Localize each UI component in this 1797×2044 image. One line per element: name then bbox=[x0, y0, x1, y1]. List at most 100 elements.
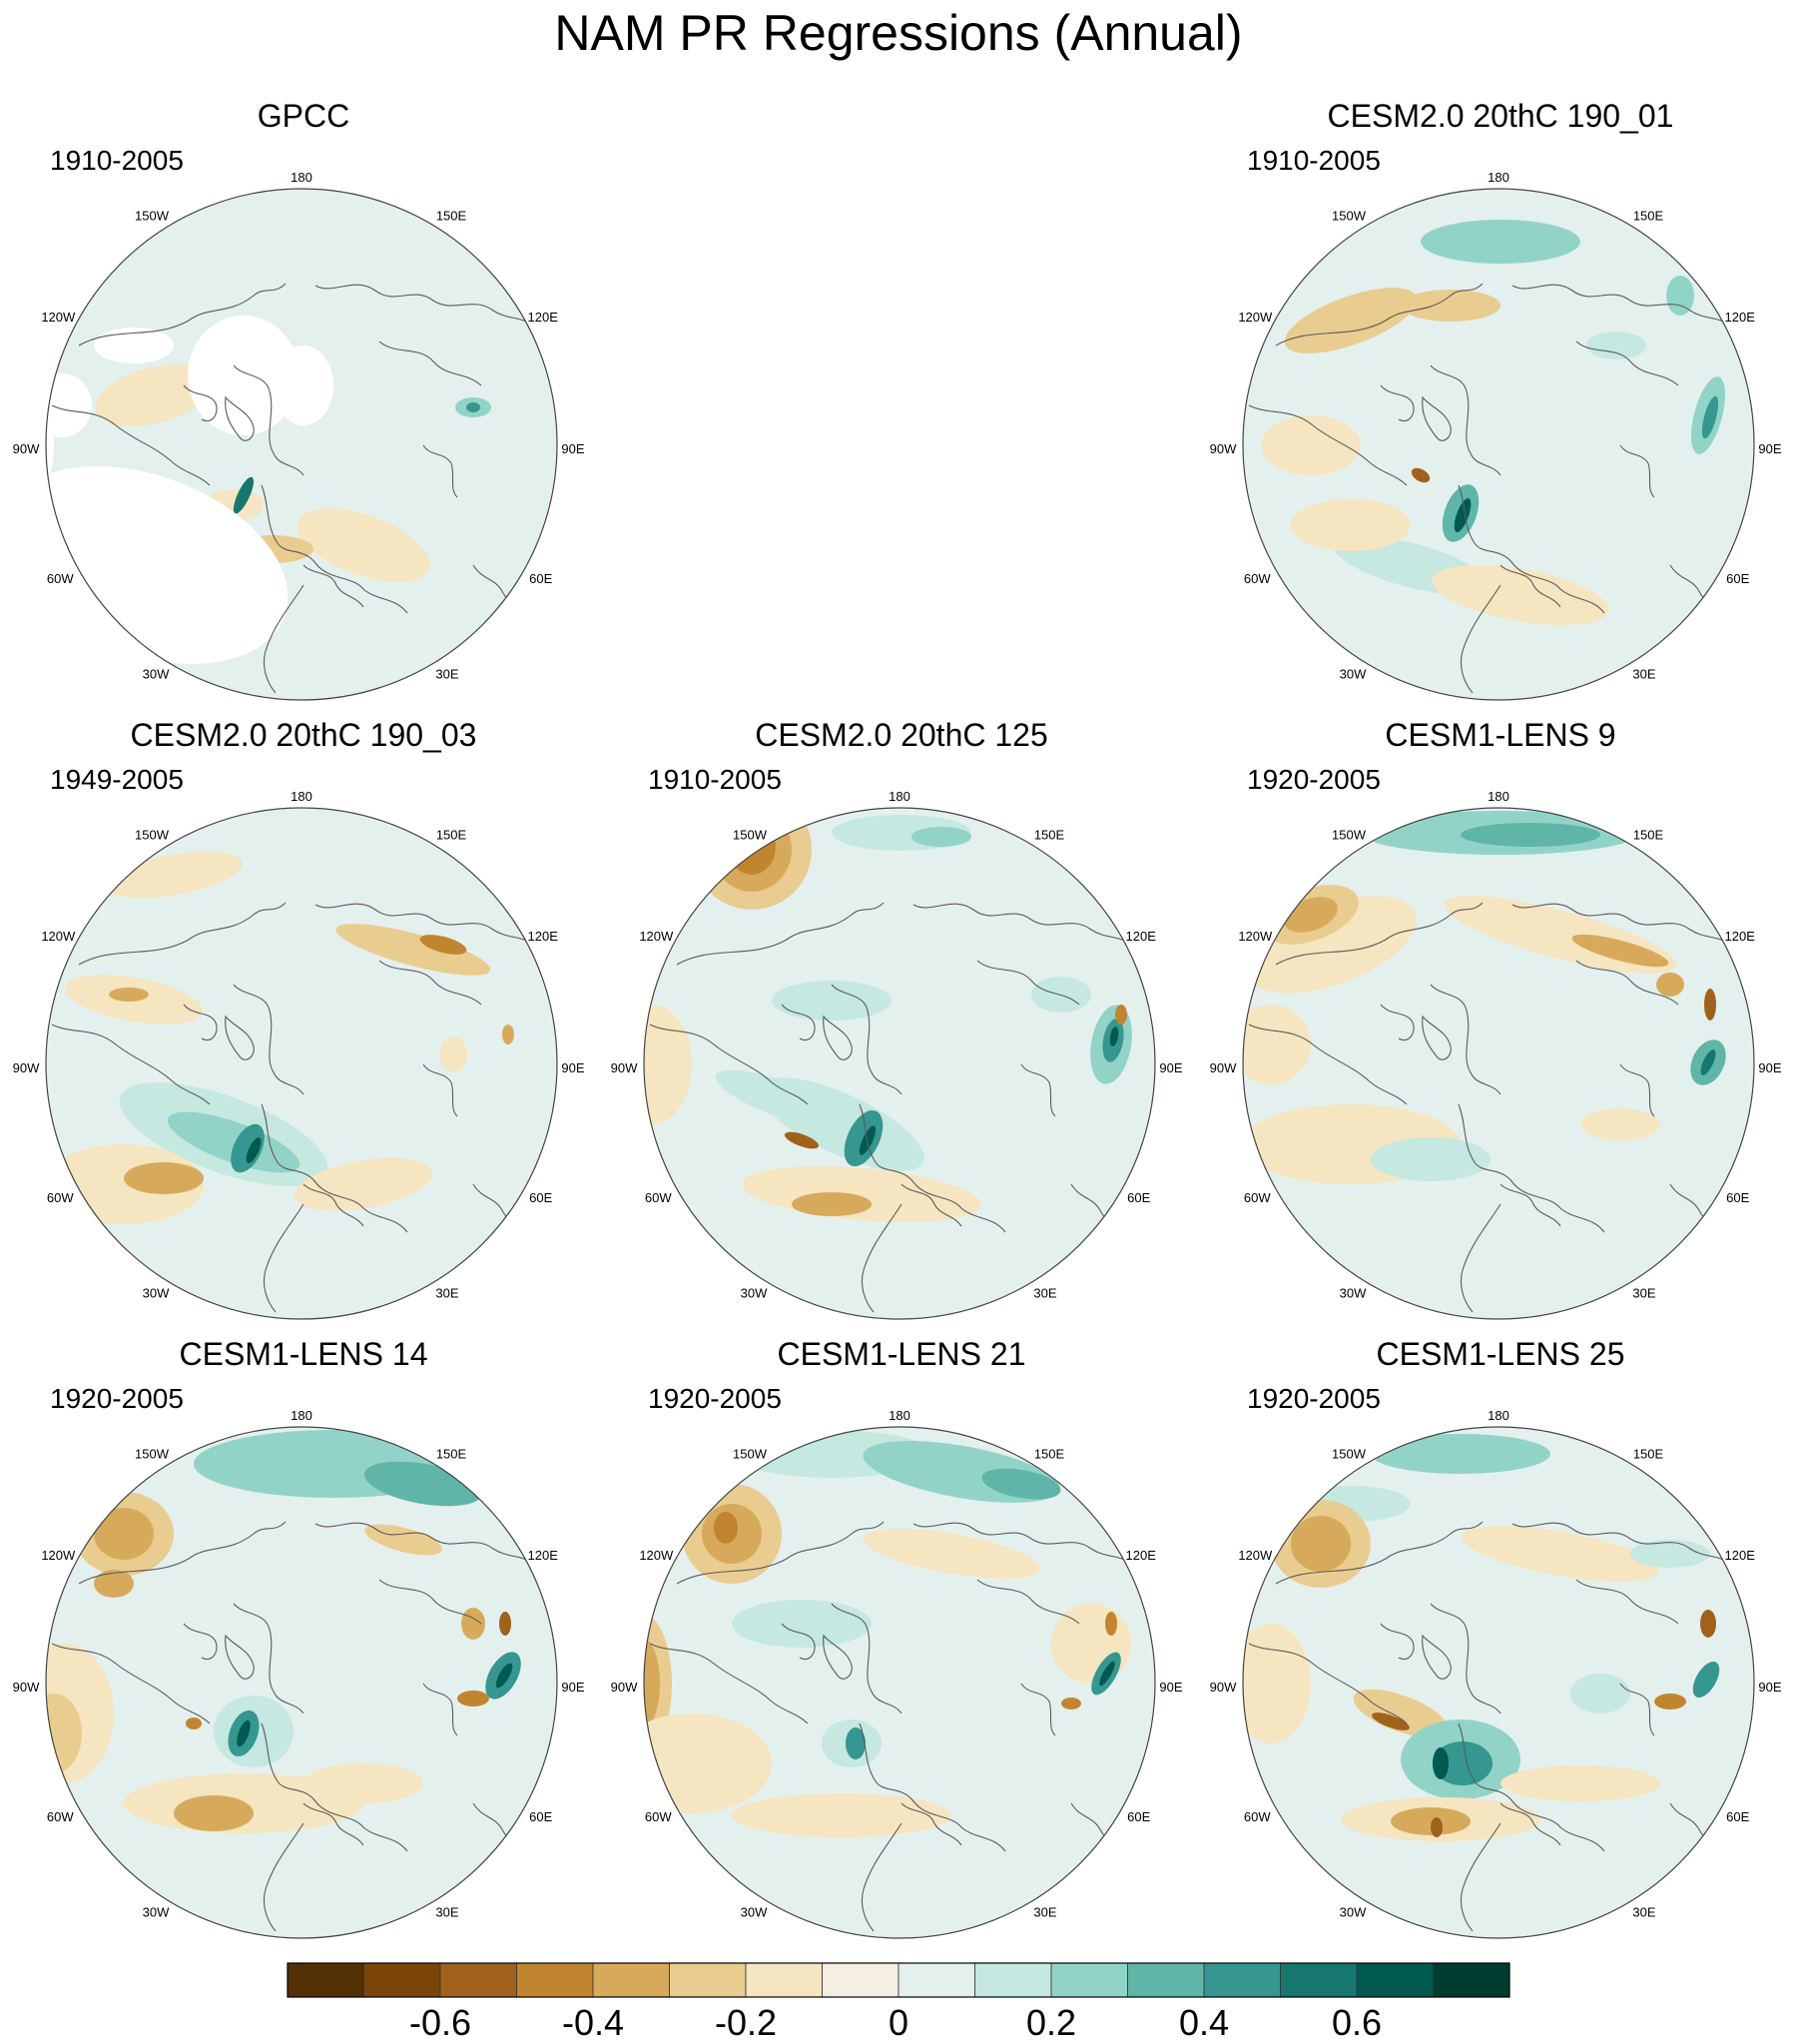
anomaly-contour bbox=[1701, 395, 1719, 439]
longitude-label: 0 bbox=[298, 1951, 304, 1953]
coastline bbox=[261, 484, 408, 614]
coastline bbox=[51, 1023, 211, 1105]
anomaly-contour bbox=[1105, 1612, 1117, 1636]
anomaly-contour bbox=[237, 1719, 251, 1747]
anomaly-contour bbox=[186, 1717, 202, 1729]
longitude-label: 150E bbox=[1633, 208, 1664, 223]
coastline bbox=[1575, 1579, 1679, 1625]
panel-title: GPCC bbox=[257, 98, 350, 134]
anomaly-contour bbox=[1570, 1674, 1630, 1713]
anomaly-contour bbox=[1421, 220, 1580, 264]
longitude-label: 120E bbox=[1126, 929, 1157, 944]
longitude-label: 150E bbox=[1034, 827, 1065, 842]
longitude-label: 150E bbox=[436, 208, 467, 223]
colorbar-swatch bbox=[363, 1962, 441, 1998]
longitude-label: 150W bbox=[733, 827, 768, 842]
coastline bbox=[831, 984, 902, 1095]
coastline bbox=[1422, 395, 1452, 441]
anomaly-contour bbox=[644, 1005, 692, 1124]
longitude-label: 90W bbox=[13, 1680, 40, 1695]
longitude-label: 90E bbox=[1758, 1060, 1781, 1075]
panel-period: 1949-2005 bbox=[50, 764, 184, 795]
anomaly-contour bbox=[364, 1524, 442, 1556]
colorbar-swatch bbox=[1280, 1962, 1358, 1998]
anomaly-contour bbox=[423, 1110, 503, 1138]
anomaly-contour bbox=[461, 1608, 485, 1640]
coastline bbox=[1275, 1521, 1484, 1585]
longitude-label: 60E bbox=[1127, 1809, 1150, 1824]
coastline bbox=[859, 1722, 1006, 1852]
coastline bbox=[422, 444, 458, 498]
longitude-label: 30W bbox=[741, 1905, 768, 1920]
coastline bbox=[781, 1623, 816, 1660]
longitude-label: 60W bbox=[645, 1809, 672, 1824]
anomaly-contour bbox=[1371, 1434, 1550, 1474]
anomaly-contour bbox=[109, 988, 149, 1002]
coastline bbox=[314, 903, 536, 948]
anomaly-contour bbox=[1586, 332, 1646, 359]
longitude-label: 150W bbox=[135, 827, 170, 842]
longitude-label: 180 bbox=[1488, 170, 1509, 185]
panel-lens-9: CESM1-LENS 9 1920-2005 180 150E 120E 90E 60E… bbox=[1201, 715, 1797, 1334]
coastline bbox=[1275, 283, 1484, 346]
coastlines bbox=[1248, 283, 1733, 694]
longitude-label: 0 bbox=[1495, 1332, 1501, 1334]
longitude-label: 180 bbox=[291, 1408, 312, 1423]
coastline bbox=[183, 1004, 218, 1040]
anomaly-contour bbox=[466, 402, 480, 412]
map-border bbox=[45, 188, 558, 701]
anomaly-contour bbox=[1462, 1526, 1659, 1582]
longitude-label: 0 bbox=[298, 1332, 304, 1334]
longitude-label: 90E bbox=[1159, 1060, 1182, 1075]
anomaly-contour bbox=[1109, 1026, 1119, 1046]
anomaly-contour bbox=[1700, 1049, 1716, 1075]
anomaly-contour bbox=[1115, 1005, 1127, 1024]
colorbar-swatch bbox=[669, 1962, 747, 1998]
anomaly-contour bbox=[1291, 1516, 1351, 1572]
polar-map: 180 150E 120E 90E 60E 30E 0 30W 60W 90W 120W 150W bbox=[1210, 170, 1782, 715]
coastline bbox=[1499, 564, 1561, 608]
coastlines bbox=[51, 283, 536, 694]
longitude-label: 120E bbox=[528, 310, 559, 325]
anomaly-contour bbox=[1261, 415, 1361, 475]
anomaly-contour bbox=[1461, 823, 1600, 847]
anomaly-contour bbox=[1630, 1540, 1710, 1568]
panel-lens-14: CESM1-LENS 14 1920-2005 180 150E 120E 90E 60… bbox=[4, 1334, 603, 1953]
anomaly-contour bbox=[1291, 499, 1411, 551]
anomaly-contour bbox=[495, 1663, 513, 1689]
anomaly-contour bbox=[644, 1638, 660, 1729]
coastline bbox=[233, 984, 304, 1095]
anomaly-contour bbox=[1656, 973, 1684, 997]
longitude-label: 180 bbox=[1488, 789, 1509, 804]
colorbar-tick-label: 0.6 bbox=[1332, 2002, 1382, 2041]
anomaly-contour bbox=[732, 1793, 951, 1837]
anomaly-contour bbox=[1099, 1661, 1115, 1687]
coastline bbox=[78, 283, 287, 346]
coastline bbox=[378, 1579, 482, 1625]
longitude-label: 120W bbox=[1238, 310, 1273, 325]
longitude-label: 150W bbox=[1332, 1446, 1367, 1461]
longitude-label: 30E bbox=[435, 1905, 458, 1920]
panel-period: 1910-2005 bbox=[1247, 145, 1381, 176]
coastline bbox=[1619, 1683, 1655, 1736]
coastline bbox=[1460, 1203, 1501, 1313]
polar-map: 180 150E 120E 90E 60E 30E 0 30W 60W 90W 120W 150W bbox=[13, 1408, 585, 1953]
anomaly-contour bbox=[1432, 565, 1609, 625]
map-border bbox=[1242, 188, 1755, 701]
coastline bbox=[1248, 1023, 1408, 1105]
anomaly-contour bbox=[1243, 1005, 1311, 1084]
panel-lens-25: CESM1-LENS 25 1920-2005 180 150E 120E 90E 60… bbox=[1201, 1334, 1797, 1953]
coastline bbox=[976, 960, 1080, 1006]
colorbar-swatch bbox=[1050, 1962, 1128, 1998]
coastline bbox=[225, 395, 255, 441]
colorbar-swatch bbox=[822, 1962, 899, 1998]
coastline bbox=[302, 564, 364, 608]
coastline bbox=[1511, 1522, 1733, 1567]
no-data-mask bbox=[274, 345, 333, 425]
longitude-label: 30W bbox=[1340, 667, 1367, 682]
panel-cesm2-190-01: CESM2.0 20thC 190_01 1910-2005 180 150E 12… bbox=[1201, 96, 1797, 715]
anomaly-contour bbox=[772, 981, 892, 1021]
colorbar-tick-label: 0.4 bbox=[1179, 2002, 1229, 2041]
longitude-label: 150E bbox=[1034, 1446, 1065, 1461]
coastline bbox=[1430, 364, 1501, 476]
